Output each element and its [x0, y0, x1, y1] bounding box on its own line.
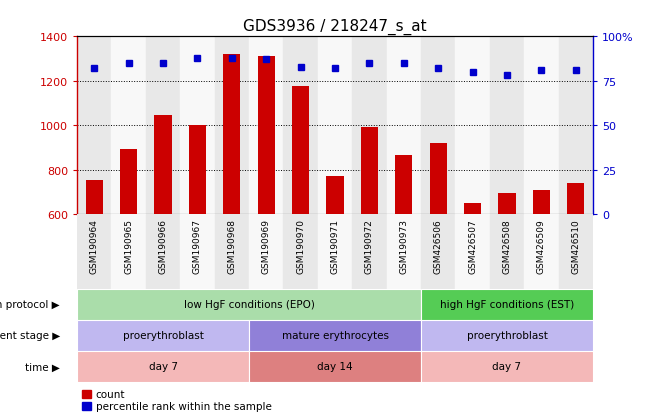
Bar [77, 351, 249, 382]
Text: GSM426506: GSM426506 [433, 218, 443, 273]
Bar [318, 37, 352, 215]
Bar [146, 215, 180, 289]
Bar [111, 37, 146, 215]
Bar [559, 37, 593, 215]
Text: low HgF conditions (EPO): low HgF conditions (EPO) [184, 299, 314, 310]
Bar [559, 215, 593, 289]
Bar [395, 156, 413, 215]
Text: GSM426510: GSM426510 [572, 218, 580, 273]
Text: proerythroblast: proerythroblast [466, 330, 547, 341]
Bar [249, 215, 283, 289]
Bar [360, 128, 378, 215]
Text: day 7: day 7 [149, 361, 178, 372]
Bar [524, 37, 559, 215]
Bar [352, 37, 387, 215]
Bar [146, 37, 180, 215]
Bar [326, 177, 344, 215]
Bar [567, 184, 584, 215]
Bar [429, 144, 447, 215]
Text: GSM426507: GSM426507 [468, 218, 477, 273]
Text: GSM190970: GSM190970 [296, 218, 305, 273]
Bar [456, 37, 490, 215]
Bar [180, 37, 214, 215]
Bar [249, 320, 421, 351]
Bar [421, 351, 593, 382]
Bar [249, 37, 283, 215]
Text: mature erythrocytes: mature erythrocytes [281, 330, 389, 341]
Bar [421, 215, 456, 289]
Text: day 14: day 14 [317, 361, 353, 372]
Text: GSM190966: GSM190966 [159, 218, 168, 273]
Text: proerythroblast: proerythroblast [123, 330, 204, 341]
Text: GSM190967: GSM190967 [193, 218, 202, 273]
Bar [456, 215, 490, 289]
Bar [533, 190, 550, 215]
Bar [421, 320, 593, 351]
Bar [387, 37, 421, 215]
Legend: count, percentile rank within the sample: count, percentile rank within the sample [82, 389, 271, 411]
Bar [283, 215, 318, 289]
Text: GSM190964: GSM190964 [90, 218, 98, 273]
Text: GSM190973: GSM190973 [399, 218, 408, 273]
Bar [214, 37, 249, 215]
Text: GSM190965: GSM190965 [124, 218, 133, 273]
Bar [421, 37, 456, 215]
Title: GDS3936 / 218247_s_at: GDS3936 / 218247_s_at [243, 18, 427, 34]
Bar [77, 320, 249, 351]
Bar [318, 215, 352, 289]
Bar [180, 215, 214, 289]
Bar [387, 215, 421, 289]
Bar [86, 180, 103, 215]
Text: GSM190969: GSM190969 [262, 218, 271, 273]
Text: development stage ▶: development stage ▶ [0, 330, 60, 341]
Bar [214, 215, 249, 289]
Bar [292, 87, 309, 215]
Text: GSM190972: GSM190972 [365, 218, 374, 273]
Text: GSM426508: GSM426508 [502, 218, 511, 273]
Bar [498, 194, 516, 215]
Bar [77, 289, 421, 320]
Bar [352, 215, 387, 289]
Bar [189, 126, 206, 215]
Text: GSM426509: GSM426509 [537, 218, 546, 273]
Bar [223, 55, 241, 215]
Bar [490, 37, 524, 215]
Text: time ▶: time ▶ [25, 361, 60, 372]
Bar [77, 37, 111, 215]
Bar [464, 204, 481, 215]
Bar [257, 57, 275, 215]
Text: day 7: day 7 [492, 361, 521, 372]
Bar [154, 115, 172, 215]
Text: GSM190968: GSM190968 [227, 218, 237, 273]
Bar [490, 215, 524, 289]
Bar [283, 37, 318, 215]
Bar [421, 289, 593, 320]
Text: GSM190971: GSM190971 [330, 218, 340, 273]
Bar [524, 215, 559, 289]
Text: high HgF conditions (EST): high HgF conditions (EST) [440, 299, 574, 310]
Bar [77, 215, 111, 289]
Bar [249, 351, 421, 382]
Text: growth protocol ▶: growth protocol ▶ [0, 299, 60, 310]
Bar [120, 149, 137, 215]
Bar [111, 215, 146, 289]
